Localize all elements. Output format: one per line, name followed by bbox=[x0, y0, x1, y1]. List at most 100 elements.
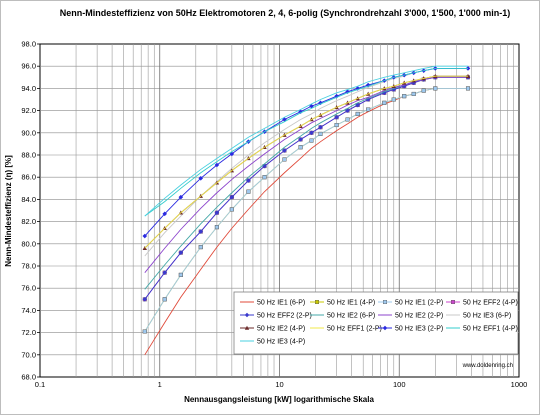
legend-label: 50 Hz EFF2 (4-P) bbox=[463, 300, 518, 307]
data-point bbox=[298, 109, 303, 115]
chart-title: Nenn-Mindesteffizienz von 50Hz Elektromo… bbox=[60, 8, 511, 18]
data-point bbox=[383, 300, 388, 305]
data-point bbox=[142, 329, 147, 334]
legend-label: 50 Hz IE3 (6-P) bbox=[463, 313, 511, 320]
data-point bbox=[198, 176, 204, 181]
x-axis-label: Nennausgangsleistung [kW] logarithmische… bbox=[184, 395, 374, 404]
legend-label: 50 Hz IE3 (2-P) bbox=[395, 326, 443, 333]
data-point bbox=[162, 270, 168, 275]
legend-item: 50 Hz IE1 (4-P) bbox=[310, 300, 375, 307]
series-50-hz-ie3-6-p bbox=[144, 67, 468, 257]
legend-label: 50 Hz EFF1 (4-P) bbox=[463, 326, 518, 333]
legend-label: 50 Hz IE1 (2-P) bbox=[395, 300, 443, 307]
data-point bbox=[315, 300, 320, 305]
y-tick-label: 98.0 bbox=[21, 40, 36, 49]
legend-label: 50 Hz IE3 (4-P) bbox=[257, 339, 305, 346]
data-point bbox=[382, 100, 387, 105]
data-point bbox=[465, 86, 470, 91]
legend-item: 50 Hz EFF1 (2-P) bbox=[310, 326, 382, 333]
y-tick-label: 88.0 bbox=[21, 151, 36, 160]
data-point bbox=[198, 245, 203, 250]
y-tick-label: 96.0 bbox=[21, 62, 36, 71]
y-tick-label: 86.0 bbox=[21, 173, 36, 182]
legend-label: 50 Hz IE1 (4-P) bbox=[327, 300, 375, 307]
series-50-hz-ie3-4-p bbox=[144, 65, 468, 217]
data-point bbox=[214, 162, 220, 168]
legend-item: 50 Hz IE2 (6-P) bbox=[310, 313, 375, 320]
series-50-hz-eff1-2-p bbox=[144, 75, 468, 249]
legend-item: 50 Hz IE1 (6-P) bbox=[240, 300, 305, 307]
legend-label: 50 Hz IE2 (4-P) bbox=[257, 326, 305, 333]
y-tick-label: 76.0 bbox=[21, 284, 36, 293]
legend: 50 Hz IE1 (6-P) 50 Hz IE1 (4-P) 50 Hz IE1 … bbox=[233, 291, 519, 355]
legend-label: 50 Hz EFF1 (2-P) bbox=[327, 326, 382, 333]
series-line bbox=[144, 65, 468, 217]
data-point bbox=[355, 111, 360, 116]
data-point bbox=[198, 229, 204, 234]
series-line bbox=[144, 67, 468, 257]
y-tick-label: 84.0 bbox=[21, 195, 36, 204]
data-point bbox=[142, 233, 148, 239]
legend-item: 50 Hz IE2 (4-P) bbox=[240, 326, 305, 333]
data-point bbox=[244, 312, 250, 318]
data-point bbox=[246, 178, 251, 183]
data-point bbox=[162, 297, 167, 302]
data-point bbox=[382, 325, 388, 331]
data-point bbox=[229, 207, 234, 212]
data-point bbox=[298, 145, 303, 150]
legend-item: 50 Hz IE1 (2-P) bbox=[378, 300, 443, 307]
data-point bbox=[178, 194, 184, 200]
series-line bbox=[144, 75, 468, 249]
data-point bbox=[178, 250, 184, 255]
data-point bbox=[402, 94, 407, 99]
data-point bbox=[309, 138, 314, 143]
x-tick-label: 1 bbox=[158, 380, 162, 389]
data-point bbox=[229, 194, 235, 200]
y-tick-label: 78.0 bbox=[21, 262, 36, 271]
data-point bbox=[214, 210, 220, 216]
watermark: www.doldenring.ch bbox=[462, 363, 513, 369]
data-point bbox=[345, 117, 350, 122]
y-axis-ticks: 68.0 70.0 72.0 74.0 76.0 78.0 80.0 82.0 84.0 86.0… bbox=[21, 40, 40, 382]
y-tick-label: 92.0 bbox=[21, 106, 36, 115]
legend-item: 50 Hz IE3 (2-P) bbox=[378, 326, 443, 333]
legend-box bbox=[233, 291, 519, 355]
data-point bbox=[421, 88, 426, 93]
legend-item: 50 Hz IE3 (4-P) bbox=[240, 339, 305, 346]
series-line bbox=[144, 76, 468, 273]
data-point bbox=[465, 66, 471, 71]
y-tick-label: 82.0 bbox=[21, 217, 36, 226]
y-axis-label: Nenn-Mindesteffizienz (η) [%] bbox=[4, 155, 13, 267]
data-point bbox=[246, 189, 251, 194]
series-layer bbox=[142, 65, 471, 356]
y-tick-label: 74.0 bbox=[21, 306, 36, 315]
data-point bbox=[262, 175, 267, 180]
data-point bbox=[309, 130, 314, 136]
legend-item: 50 Hz IE3 (6-P) bbox=[446, 313, 511, 320]
x-tick-label: 10 bbox=[275, 380, 283, 389]
data-point bbox=[298, 137, 303, 142]
data-point bbox=[214, 225, 219, 230]
data-point bbox=[451, 300, 456, 305]
series-line bbox=[144, 67, 468, 217]
data-point bbox=[318, 100, 323, 106]
data-point bbox=[282, 157, 287, 162]
series-50-hz-ie1-2-p bbox=[142, 86, 470, 334]
legend-label: 50 Hz IE1 (6-P) bbox=[257, 300, 305, 307]
y-tick-label: 90.0 bbox=[21, 128, 36, 137]
y-tick-label: 68.0 bbox=[21, 373, 36, 382]
y-tick-label: 94.0 bbox=[21, 84, 36, 93]
data-point bbox=[334, 114, 339, 120]
data-point bbox=[465, 73, 471, 78]
x-tick-label: 100 bbox=[393, 380, 406, 389]
y-tick-label: 72.0 bbox=[21, 328, 36, 337]
data-point bbox=[244, 325, 250, 330]
series-50-hz-eff1-4-p bbox=[144, 67, 468, 217]
y-tick-label: 80.0 bbox=[21, 239, 36, 248]
legend-item: 50 Hz IE2 (2-P) bbox=[378, 313, 443, 320]
data-point bbox=[262, 163, 267, 169]
y-tick-label: 70.0 bbox=[21, 350, 36, 359]
data-point bbox=[142, 297, 148, 302]
data-point bbox=[411, 91, 416, 96]
